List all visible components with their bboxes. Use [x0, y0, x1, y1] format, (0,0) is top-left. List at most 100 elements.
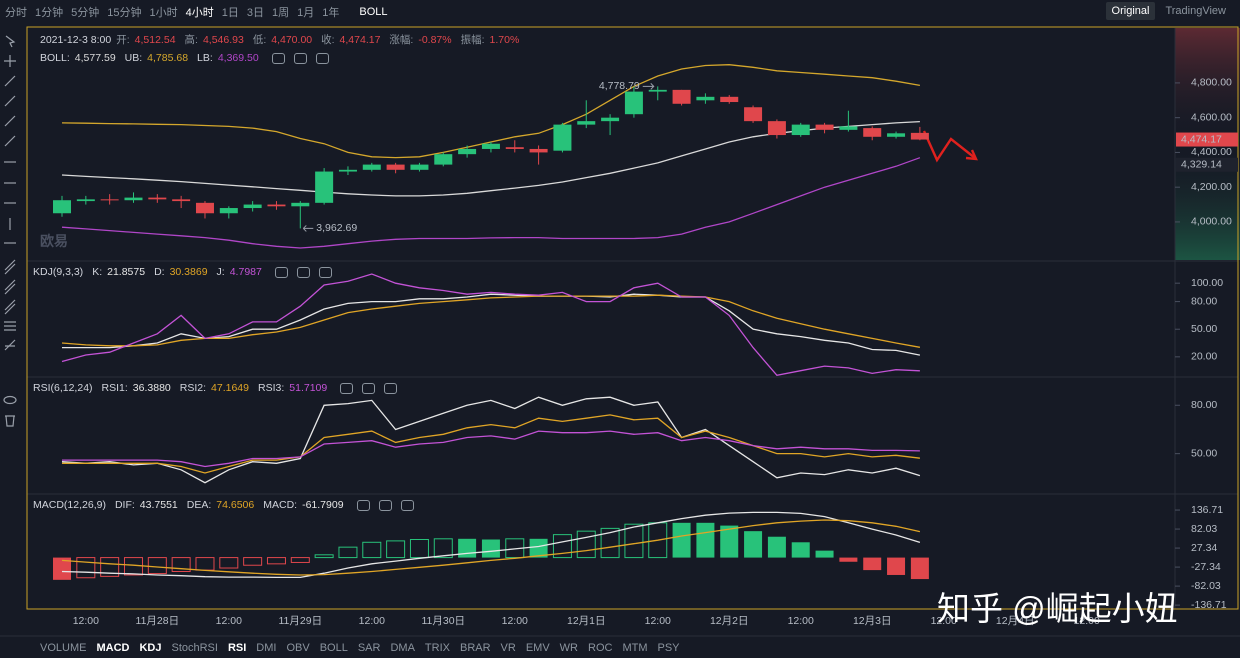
- remove[interactable]: [315, 52, 329, 64]
- candle-body: [815, 124, 834, 130]
- candle-body: [76, 199, 95, 202]
- timeframe[interactable]: 5分钟: [71, 7, 100, 19]
- candle-body: [744, 107, 763, 122]
- indicator-tab[interactable]: OBV: [286, 642, 310, 654]
- settings[interactable]: [293, 52, 307, 64]
- candle-body: [505, 147, 524, 149]
- macd-bar: [815, 550, 834, 558]
- indicator-tab[interactable]: MACD: [96, 642, 130, 654]
- candle-body: [124, 197, 143, 201]
- legend-name: UB:: [124, 52, 143, 64]
- timeframe[interactable]: 1日: [221, 7, 239, 19]
- candle-body: [791, 124, 810, 136]
- indicator-tab[interactable]: WR: [559, 642, 578, 654]
- candle-body: [338, 169, 357, 172]
- indicator-legend: MACD(12,26,9) DIF: 43.7551 DEA: 74.6506 MACD:…: [33, 499, 414, 511]
- indicator-tab[interactable]: TRIX: [424, 642, 450, 654]
- indicator-tab[interactable]: StochRSI: [171, 642, 218, 654]
- indicator-line: [62, 430, 920, 468]
- view-tab[interactable]: Original: [1105, 2, 1156, 20]
- legend-value: 4,369.50: [217, 52, 259, 64]
- legend-value: 4.7987: [229, 266, 262, 278]
- legend-value: 47.1649: [211, 382, 249, 394]
- timeframe[interactable]: 1月: [297, 7, 315, 19]
- macd-bar: [195, 557, 215, 571]
- timeframe[interactable]: 分时: [5, 7, 27, 19]
- info-label: 收:: [321, 34, 335, 46]
- info-value: 1.70%: [489, 33, 520, 46]
- toolbar: 分时 1分钟 5分钟 15分钟 1小时 4小时 1日 3日 1周 1月 1年 BOLL: [0, 0, 388, 24]
- legend-value: 30.3869: [169, 266, 208, 278]
- indicator-tab[interactable]: BRAR: [459, 642, 491, 654]
- indicator-tab[interactable]: MTM: [622, 642, 648, 654]
- legend-value: 4,577.59: [74, 52, 116, 64]
- macd-bar: [672, 522, 691, 558]
- x-tick-label: 12:00: [502, 615, 528, 627]
- macd-bar: [290, 557, 310, 563]
- y-tick-label: 80.00: [1191, 399, 1217, 411]
- legend-name: DEA:: [186, 499, 212, 511]
- remove[interactable]: [400, 499, 414, 511]
- indicator-tab[interactable]: DMI: [256, 642, 277, 654]
- indicator-tab[interactable]: DMA: [390, 642, 415, 654]
- x-tick-label: 12月4日: [996, 615, 1035, 627]
- price-tag-label: 4,474.17: [1181, 133, 1222, 145]
- info-value: 4,512.54: [134, 33, 176, 46]
- timeframe[interactable]: 3日: [246, 7, 264, 19]
- logo: 欧易: [40, 233, 68, 249]
- x-tick-label: 12:00: [73, 615, 99, 627]
- indicator-tab[interactable]: EMV: [525, 642, 550, 654]
- indicator-tab[interactable]: RSI: [227, 642, 247, 654]
- candle-body: [148, 197, 167, 200]
- macd-bar: [362, 541, 382, 559]
- indicator-title: RSI(6,12,24): [33, 382, 93, 394]
- y-tick-label: 82.03: [1191, 523, 1217, 535]
- settings[interactable]: [378, 499, 392, 511]
- macd-bar: [314, 554, 334, 559]
- macd-bar: [744, 531, 763, 558]
- y-tick-label: 4,400.00: [1191, 146, 1232, 158]
- legend-value: 74.6506: [216, 499, 255, 511]
- y-tick-label: 136.71: [1191, 504, 1223, 516]
- settings[interactable]: [362, 382, 376, 394]
- indicator-tab[interactable]: ROC: [588, 642, 613, 654]
- timeframe[interactable]: 1周: [272, 7, 290, 19]
- indicator-bar: VOLUME MACD KDJ StochRSI RSI DMI OBV BOLL SAR DMA…: [40, 642, 680, 654]
- timeframe[interactable]: 15分钟: [107, 7, 142, 19]
- price-tag: [1176, 132, 1238, 147]
- candle-body: [219, 208, 238, 214]
- candle-body: [481, 143, 500, 149]
- candle-body: [648, 89, 667, 92]
- macd-bar: [219, 557, 239, 569]
- candle-body: [100, 199, 119, 201]
- indicator-tab[interactable]: KDJ: [139, 642, 162, 654]
- toggle-visibility[interactable]: [356, 499, 370, 511]
- indicator-line: [61, 294, 921, 348]
- indicator-tab[interactable]: VOLUME: [40, 642, 87, 654]
- indicator-tab[interactable]: BOLL: [319, 642, 348, 654]
- timeframe[interactable]: 4小时: [185, 7, 214, 19]
- timeframe[interactable]: 1年: [322, 7, 340, 19]
- view-tab[interactable]: TradingView: [1165, 5, 1226, 17]
- tool-icon: [3, 395, 17, 405]
- indicator-tab[interactable]: PSY: [657, 642, 680, 654]
- macd-bar: [552, 534, 572, 559]
- indicator-tab[interactable]: VR: [500, 642, 516, 654]
- remove[interactable]: [384, 382, 398, 394]
- indicator-select[interactable]: BOLL: [359, 6, 388, 18]
- x-tick-label: 12:00: [1074, 615, 1100, 627]
- legend-value: 4,785.68: [147, 52, 189, 64]
- macd-bar: [887, 557, 906, 575]
- indicator-tab[interactable]: SAR: [357, 642, 381, 654]
- toggle-visibility[interactable]: [274, 266, 288, 278]
- candle-body: [172, 199, 191, 202]
- info-label: 涨幅:: [389, 34, 414, 46]
- timeframe[interactable]: 1小时: [149, 7, 178, 19]
- remove[interactable]: [318, 266, 332, 278]
- timeframe[interactable]: 1分钟: [35, 7, 64, 19]
- toggle-visibility[interactable]: [340, 382, 354, 394]
- toggle-visibility[interactable]: [271, 52, 285, 64]
- settings[interactable]: [296, 266, 310, 278]
